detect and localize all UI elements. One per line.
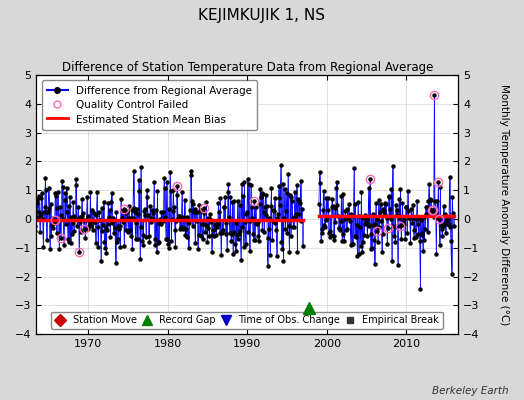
Text: Berkeley Earth: Berkeley Earth (432, 386, 508, 396)
Title: Difference of Station Temperature Data from Regional Average: Difference of Station Temperature Data f… (62, 61, 433, 74)
Y-axis label: Monthly Temperature Anomaly Difference (°C): Monthly Temperature Anomaly Difference (… (499, 84, 509, 325)
Text: KEJIMKUJIK 1, NS: KEJIMKUJIK 1, NS (199, 8, 325, 23)
Legend: Station Move, Record Gap, Time of Obs. Change, Empirical Break: Station Move, Record Gap, Time of Obs. C… (51, 312, 443, 329)
